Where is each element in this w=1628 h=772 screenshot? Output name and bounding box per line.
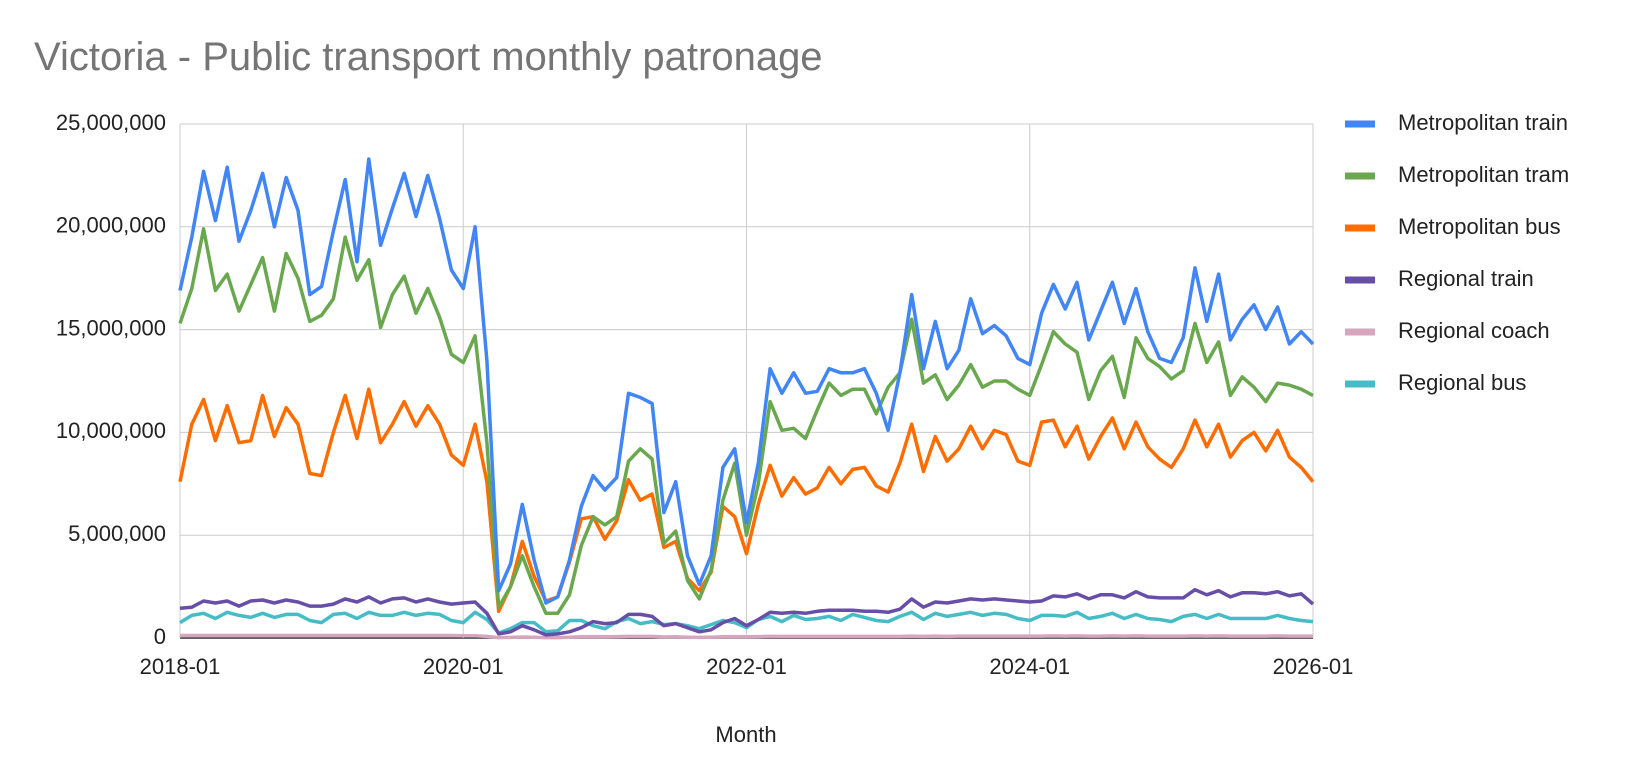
y-tick-label: 15,000,000 [56,315,166,340]
x-axis-label: Month [715,722,776,747]
y-tick-label: 20,000,000 [56,213,166,238]
x-tick-label: 2024-01 [989,654,1070,679]
legend-label: Regional coach [1398,318,1550,343]
y-tick-label: 10,000,000 [56,418,166,443]
series-line [180,633,1313,640]
series-line [178,387,1315,614]
series-line [179,610,1314,635]
legend-label: Metropolitan train [1398,110,1568,135]
legend-label: Regional bus [1398,370,1526,395]
series-line [178,157,1315,605]
y-tick-label: 25,000,000 [56,110,166,135]
y-tick-label: 5,000,000 [68,521,166,546]
legend-label: Metropolitan bus [1398,214,1561,239]
legend-label: Regional train [1398,266,1534,291]
y-tick-label: 0 [154,624,166,649]
x-tick-label: 2020-01 [423,654,504,679]
series-line [178,227,1314,616]
x-tick-label: 2026-01 [1273,654,1354,679]
x-tick-label: 2022-01 [706,654,787,679]
chart-title: Victoria - Public transport monthly patr… [34,35,823,79]
legend-label: Metropolitan tram [1398,162,1569,187]
series-line [179,587,1315,637]
x-tick-label: 2018-01 [140,654,221,679]
